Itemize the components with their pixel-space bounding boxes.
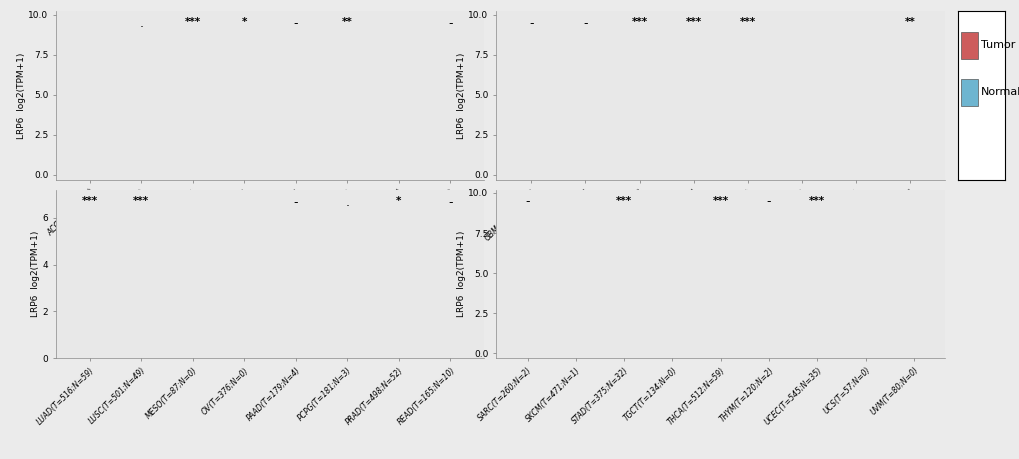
FancyBboxPatch shape (961, 32, 977, 59)
Text: Normal: Normal (980, 87, 1019, 97)
Text: *: * (395, 196, 401, 206)
Text: **: ** (341, 17, 353, 27)
Y-axis label: LRP6  log2(TPM+1): LRP6 log2(TPM+1) (16, 52, 25, 139)
Y-axis label: LRP6  log2(TPM+1): LRP6 log2(TPM+1) (457, 52, 466, 139)
Text: -: - (293, 196, 298, 209)
Text: -: - (525, 196, 529, 208)
Text: ***: *** (808, 196, 824, 206)
Text: -: - (447, 17, 452, 30)
Y-axis label: LRP6  log2(TPM+1): LRP6 log2(TPM+1) (31, 231, 40, 317)
Text: ***: *** (712, 196, 729, 206)
FancyBboxPatch shape (961, 79, 977, 106)
Text: -: - (583, 17, 587, 30)
Text: ***: *** (184, 17, 201, 27)
Text: -: - (447, 196, 452, 209)
Text: .: . (139, 17, 143, 30)
Text: *: * (242, 17, 247, 27)
Text: -: - (766, 196, 770, 208)
Text: ***: *** (82, 196, 98, 206)
Text: ***: *** (739, 17, 755, 27)
Text: -: - (529, 17, 533, 30)
Text: -: - (293, 17, 298, 30)
Text: ***: *** (685, 17, 701, 27)
Text: .: . (345, 196, 348, 209)
Y-axis label: LRP6  log2(TPM+1): LRP6 log2(TPM+1) (457, 231, 466, 317)
Text: Tumor: Tumor (980, 40, 1015, 50)
Text: ***: *** (132, 196, 149, 206)
Text: ***: *** (615, 196, 632, 206)
Text: **: ** (904, 17, 915, 27)
Text: ***: *** (631, 17, 647, 27)
